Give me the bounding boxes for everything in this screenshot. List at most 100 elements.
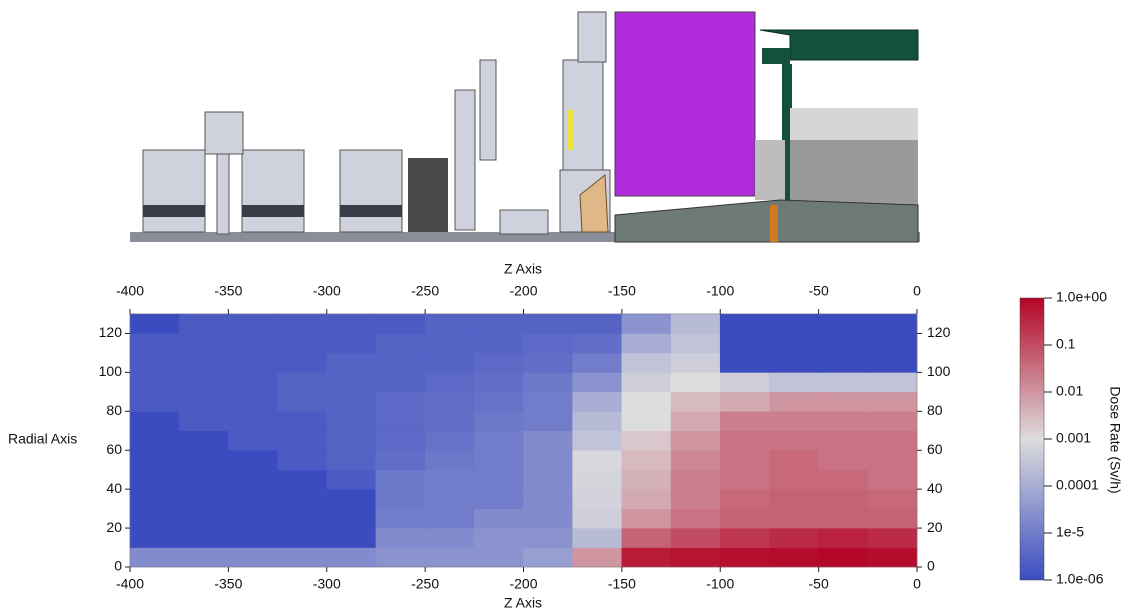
heatmap-cell	[819, 548, 868, 567]
x-tick-label: -100	[706, 283, 734, 299]
y-tick-label: 120	[927, 324, 951, 340]
heatmap-cell	[819, 489, 868, 508]
heatmap-cell	[720, 353, 769, 372]
heatmap-cell	[179, 372, 228, 391]
heatmap-cell	[425, 333, 474, 352]
heatmap-cell	[376, 372, 425, 391]
heatmap-cell	[720, 509, 769, 528]
heatmap-cell	[425, 528, 474, 547]
heatmap-cell	[868, 333, 917, 352]
heatmap-cell	[179, 450, 228, 469]
heatmap-cell	[327, 392, 376, 411]
heatmap-cell	[130, 548, 179, 567]
x-tick-label: -50	[809, 576, 829, 592]
heatmap-cell	[474, 333, 523, 352]
heatmap-cell	[819, 372, 868, 391]
heatmap-cell	[671, 372, 720, 391]
heatmap-cell	[769, 314, 818, 333]
heatmap-cell	[819, 314, 868, 333]
cad-drawing	[130, 12, 920, 242]
heatmap-cell	[524, 392, 573, 411]
heatmap-cell	[769, 333, 818, 352]
heatmap-cell	[179, 333, 228, 352]
heatmap-cell	[474, 509, 523, 528]
heatmap-cell	[327, 333, 376, 352]
heatmap-cell	[720, 333, 769, 352]
heatmap-cell	[376, 450, 425, 469]
heatmap-cell	[376, 528, 425, 547]
colorbar-tick-label: 0.0001	[1056, 477, 1099, 493]
heatmap-cell	[622, 450, 671, 469]
heatmap-cell	[819, 353, 868, 372]
heatmap-cell	[474, 353, 523, 372]
heatmap-cell	[868, 528, 917, 547]
heatmap-cell	[573, 392, 622, 411]
heatmap-cell	[278, 470, 327, 489]
heatmap-cell	[179, 431, 228, 450]
heatmap-cell	[327, 411, 376, 430]
heatmap-cell	[130, 314, 179, 333]
heatmap-cell	[573, 372, 622, 391]
heatmap-cell	[327, 314, 376, 333]
heatmap-cell	[868, 431, 917, 450]
colorbar-tick-label: 0.001	[1056, 430, 1091, 446]
heatmap-cell	[179, 548, 228, 567]
heatmap-cell	[474, 431, 523, 450]
heatmap-cell	[179, 509, 228, 528]
x-tick-label: -400	[116, 283, 144, 299]
heatmap-cell	[720, 489, 769, 508]
heatmap-cell	[278, 392, 327, 411]
heatmap-cell	[376, 509, 425, 528]
heatmap-cell	[327, 528, 376, 547]
heatmap-cell	[868, 548, 917, 567]
heatmap-cell	[474, 528, 523, 547]
heatmap-cell	[573, 528, 622, 547]
figure: Z Axis Z Axis Radial Axis Dose Rate (Sv/…	[0, 0, 1133, 614]
heatmap-cell	[179, 411, 228, 430]
heatmap-cell	[228, 353, 277, 372]
heatmap-cell	[769, 372, 818, 391]
heatmap-cell	[130, 450, 179, 469]
heatmap-cell	[720, 528, 769, 547]
heatmap-cell	[671, 392, 720, 411]
heatmap-cell	[769, 353, 818, 372]
y-axis-title: Radial Axis	[8, 431, 77, 447]
x-axis-title: Z Axis	[504, 595, 542, 611]
y-tick-label: 0	[114, 558, 122, 574]
heatmap-cell	[769, 450, 818, 469]
heatmap-cell	[376, 431, 425, 450]
heatmap-cell	[228, 431, 277, 450]
heatmap-cell	[671, 528, 720, 547]
heatmap-cell	[819, 411, 868, 430]
heatmap-cell	[425, 411, 474, 430]
heatmap-cell	[179, 470, 228, 489]
heatmap-cell	[671, 548, 720, 567]
heatmap-cell	[327, 431, 376, 450]
heatmap-cell	[769, 392, 818, 411]
heatmap-cell	[130, 489, 179, 508]
colorbar-tick-label: 1.0e+00	[1056, 289, 1107, 305]
x-tick-label: -200	[509, 283, 537, 299]
x-tick-label: -350	[214, 283, 242, 299]
x-tick-label: -250	[411, 576, 439, 592]
heatmap-cell	[425, 314, 474, 333]
heatmap-cell	[671, 470, 720, 489]
colorbar	[1020, 298, 1044, 580]
heatmap-cell	[720, 431, 769, 450]
heatmap-cell	[671, 509, 720, 528]
heatmap-cell	[769, 548, 818, 567]
heatmap-cell	[130, 470, 179, 489]
heatmap-cell	[228, 333, 277, 352]
heatmap-cell	[425, 489, 474, 508]
heatmap-cell	[425, 431, 474, 450]
heatmap-cell	[130, 372, 179, 391]
heatmap-cell	[425, 470, 474, 489]
heatmap-cell	[819, 509, 868, 528]
heatmap-cell	[179, 314, 228, 333]
heatmap-cell	[868, 489, 917, 508]
heatmap-cell	[524, 353, 573, 372]
x-tick-label: 0	[913, 576, 921, 592]
heatmap-cell	[819, 528, 868, 547]
heatmap-cell	[524, 411, 573, 430]
heatmap-cell	[819, 431, 868, 450]
